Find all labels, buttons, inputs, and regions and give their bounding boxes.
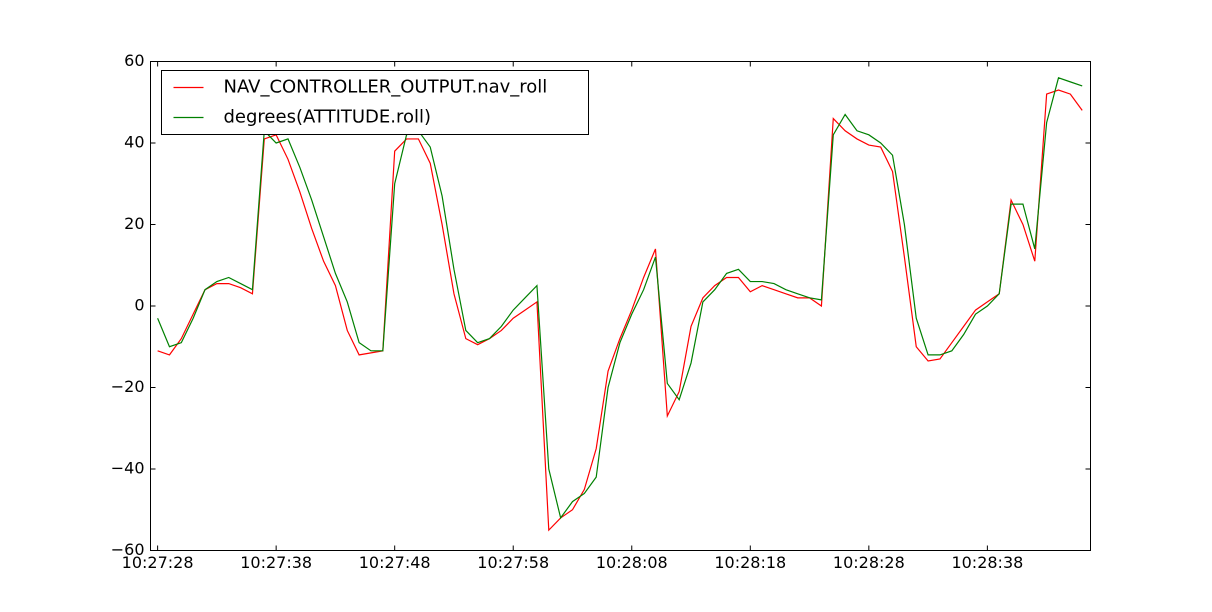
x-tick-label: 10:28:08 [596, 553, 668, 572]
legend-label: degrees(ATTITUDE.roll) [224, 107, 432, 128]
y-tick-label: 20 [124, 214, 144, 233]
x-tick-label: 10:28:38 [951, 553, 1023, 572]
y-tick-label: 40 [124, 133, 144, 152]
x-tick-label: 10:27:58 [477, 553, 549, 572]
legend-label: NAV_CONTROLLER_OUTPUT.nav_roll [224, 77, 548, 98]
legend-box [161, 70, 589, 135]
series-line [157, 77, 1083, 520]
y-tick-label: −40 [111, 459, 145, 478]
series-line [157, 89, 1083, 532]
x-tick-label: 10:28:18 [714, 553, 786, 572]
x-tick-label: 10:27:38 [240, 553, 312, 572]
x-tick-label: 10:28:28 [833, 553, 905, 572]
x-tick-label: 10:27:48 [359, 553, 431, 572]
y-tick-label: −60 [111, 540, 145, 559]
y-tick-label: 0 [134, 296, 144, 315]
y-tick-label: −20 [111, 377, 145, 396]
x-tick-label: 10:27:28 [122, 553, 194, 572]
y-tick-label: 60 [124, 51, 144, 70]
